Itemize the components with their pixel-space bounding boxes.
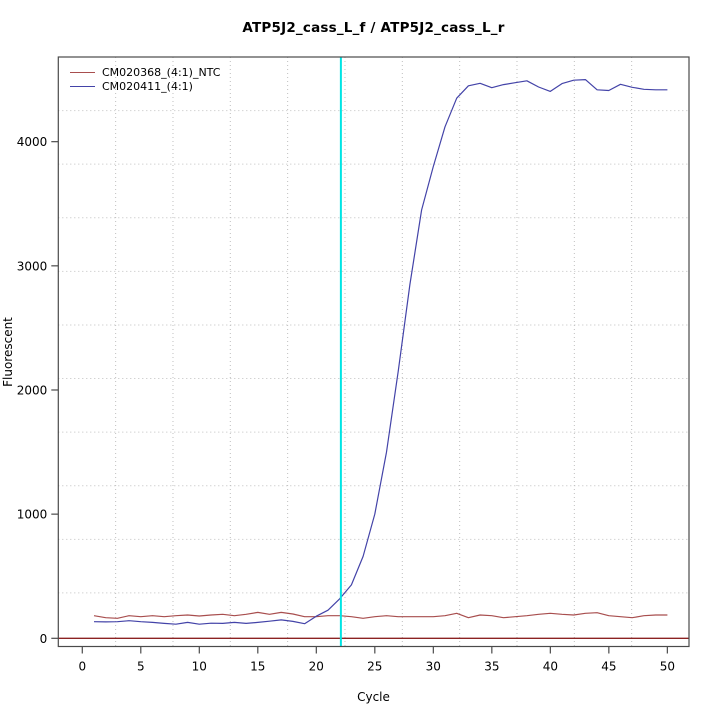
svg-text:1000: 1000 [17,508,48,522]
svg-text:25: 25 [367,660,382,674]
svg-text:45: 45 [601,660,616,674]
svg-text:15: 15 [250,660,265,674]
svg-text:4000: 4000 [17,135,48,149]
chart-title: ATP5J2_cass_L_f / ATP5J2_cass_L_r [242,20,505,36]
ntc-line-swatch-icon [70,72,95,74]
legend-label-sample: CM020411_(4:1) [102,79,193,93]
svg-text:40: 40 [543,660,558,674]
svg-text:10: 10 [192,660,207,674]
svg-text:30: 30 [426,660,441,674]
svg-text:0: 0 [78,660,86,674]
legend-entry-ntc: CM020368_(4:1)_NTC [70,66,220,80]
legend: CM020368_(4:1)_NTC CM020411_(4:1) [70,66,220,93]
legend-entry-sample: CM020411_(4:1) [70,80,220,94]
svg-text:2000: 2000 [17,383,48,397]
svg-text:0: 0 [40,632,48,646]
svg-text:50: 50 [660,660,675,674]
legend-label-ntc: CM020368_(4:1)_NTC [102,66,221,80]
sample-line-swatch-icon [70,85,95,87]
svg-text:20: 20 [309,660,324,674]
x-axis-label: Cycle [357,690,390,704]
svg-text:35: 35 [484,660,499,674]
svg-text:3000: 3000 [17,259,48,273]
svg-text:5: 5 [137,660,145,674]
